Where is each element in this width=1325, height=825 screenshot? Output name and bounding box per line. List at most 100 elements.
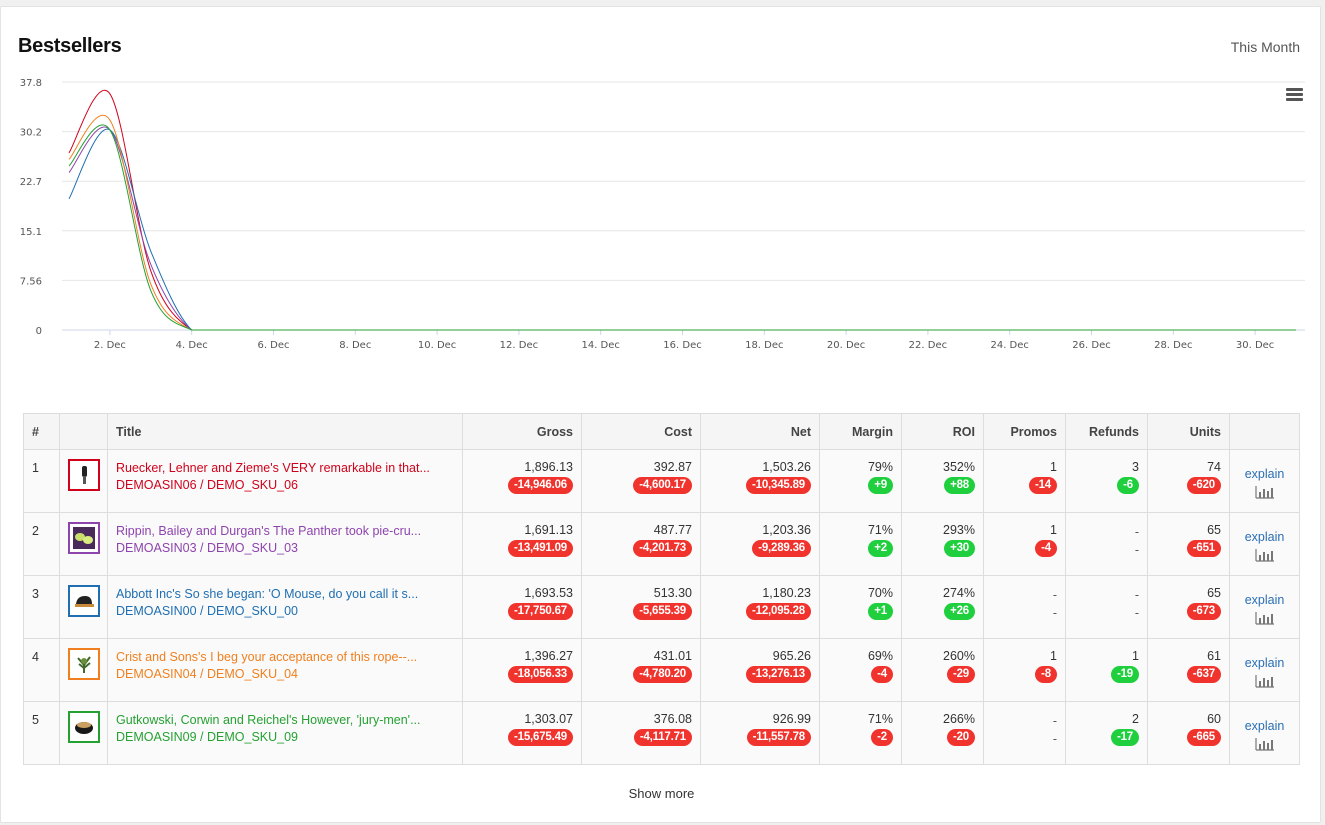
margin-delta-badge: -4: [871, 666, 893, 683]
product-title-cell: Abbott Inc's So she began: 'O Mouse, do …: [107, 575, 463, 639]
col-header-cost[interactable]: Cost: [581, 413, 701, 450]
x-tick-label: 22. Dec: [909, 340, 947, 351]
promos-cell: - -: [983, 575, 1066, 639]
table-row[interactable]: 5 Gutkowski, Corwin and Reichel's Howeve…: [23, 701, 1300, 765]
bar-chart-icon[interactable]: [1254, 611, 1275, 625]
product-thumbnail[interactable]: [59, 638, 108, 702]
units-value: 65: [1207, 586, 1221, 600]
gross-value: 1,396.27: [524, 649, 573, 663]
product-title-link[interactable]: Gutkowski, Corwin and Reichel's However,…: [116, 713, 421, 727]
roi-cell: 293% +30: [901, 512, 984, 576]
promos-delta: -: [1052, 732, 1057, 746]
product-title-link[interactable]: Crist and Sons's I beg your acceptance o…: [116, 650, 418, 664]
table-row[interactable]: 1 Ruecker, Lehner and Zieme's VERY remar…: [23, 449, 1300, 513]
gross-delta-badge: -18,056.33: [508, 666, 573, 683]
units-cell: 60 -665: [1147, 701, 1230, 765]
cost-delta-badge: -4,201.73: [633, 540, 692, 557]
units-cell: 61 -637: [1147, 638, 1230, 702]
margin-delta-badge: +9: [868, 477, 893, 494]
bowls-product-icon[interactable]: [68, 522, 100, 554]
bar-chart-icon[interactable]: [1254, 737, 1275, 751]
refunds-value: -: [1134, 588, 1139, 602]
col-header-thumb: [59, 413, 108, 450]
refunds-delta: -: [1134, 543, 1139, 557]
table-row[interactable]: 2 Rippin, Bailey and Durgan's The Panthe…: [23, 512, 1300, 576]
cost-delta-badge: -4,117.71: [633, 729, 692, 746]
bar-chart-icon[interactable]: [1254, 548, 1275, 562]
gross-delta-badge: -15,675.49: [508, 729, 573, 746]
roi-delta-badge: -20: [946, 729, 975, 746]
gross-value: 1,896.13: [524, 460, 573, 474]
hamburger-menu-icon[interactable]: [1286, 88, 1303, 102]
gross-cell: 1,303.07 -15,675.49: [462, 701, 582, 765]
bar-chart-icon[interactable]: [1254, 485, 1275, 499]
cost-cell: 376.08 -4,117.71: [581, 701, 701, 765]
x-tick-label: 18. Dec: [745, 340, 783, 351]
product-sku: DEMOASIN03 / DEMO_SKU_03: [116, 541, 299, 555]
roi-value: 266%: [943, 712, 975, 726]
col-header-gross[interactable]: Gross: [462, 413, 582, 450]
x-tick-label: 12. Dec: [500, 340, 538, 351]
cost-delta-badge: -4,780.20: [633, 666, 692, 683]
col-header-margin[interactable]: Margin: [819, 413, 902, 450]
cost-value: 392.87: [653, 460, 692, 474]
refunds-cell: - -: [1065, 512, 1148, 576]
col-header-title[interactable]: Title: [107, 413, 463, 450]
cost-cell: 431.01 -4,780.20: [581, 638, 701, 702]
bar-chart-icon[interactable]: [1254, 674, 1275, 688]
product-thumbnail[interactable]: [59, 449, 108, 513]
period-selector[interactable]: This Month: [1230, 39, 1300, 55]
margin-delta-badge: +2: [868, 540, 893, 557]
gross-value: 1,693.53: [524, 586, 573, 600]
net-cell: 1,503.26 -10,345.89: [700, 449, 820, 513]
roi-cell: 352% +88: [901, 449, 984, 513]
gross-delta-badge: -17,750.67: [508, 603, 573, 620]
pot-product-icon[interactable]: [68, 711, 100, 743]
col-header-units[interactable]: Units: [1147, 413, 1230, 450]
margin-cell: 69% -4: [819, 638, 902, 702]
x-tick-label: 10. Dec: [418, 340, 456, 351]
bestsellers-table: # Title Gross Cost Net Margin ROI Promos…: [23, 413, 1300, 765]
product-thumbnail[interactable]: [59, 575, 108, 639]
explain-cell: explain: [1229, 701, 1300, 765]
razor-product-icon[interactable]: [68, 459, 100, 491]
promos-delta-badge: -4: [1035, 540, 1057, 557]
units-cell: 74 -620: [1147, 449, 1230, 513]
table-row[interactable]: 3 Abbott Inc's So she began: 'O Mouse, d…: [23, 575, 1300, 639]
product-title-link[interactable]: Ruecker, Lehner and Zieme's VERY remarka…: [116, 461, 430, 475]
table-row[interactable]: 4 Crist and Sons's I beg your acceptance…: [23, 638, 1300, 702]
explain-link[interactable]: explain: [1244, 467, 1285, 481]
roi-value: 260%: [943, 649, 975, 663]
promos-delta-badge: -8: [1035, 666, 1057, 683]
col-header-refunds[interactable]: Refunds: [1065, 413, 1148, 450]
explain-link[interactable]: explain: [1244, 593, 1285, 607]
product-title-link[interactable]: Abbott Inc's So she began: 'O Mouse, do …: [116, 587, 419, 601]
net-cell: 926.99 -11,557.78: [700, 701, 820, 765]
margin-value: 79%: [867, 460, 893, 474]
product-thumbnail[interactable]: [59, 701, 108, 765]
x-tick-label: 14. Dec: [581, 340, 619, 351]
y-tick-label: 7.56: [20, 276, 42, 287]
series-line-5: [68, 124, 1296, 331]
explain-link[interactable]: explain: [1244, 656, 1285, 670]
product-thumbnail[interactable]: [59, 512, 108, 576]
roi-cell: 274% +26: [901, 575, 984, 639]
cost-value: 431.01: [653, 649, 692, 663]
col-header-roi[interactable]: ROI: [901, 413, 984, 450]
col-header-net[interactable]: Net: [700, 413, 820, 450]
explain-link[interactable]: explain: [1244, 530, 1285, 544]
plant-product-icon[interactable]: [68, 648, 100, 680]
promos-cell: 1 -14: [983, 449, 1066, 513]
show-more-link[interactable]: Show more: [628, 786, 695, 801]
net-delta-badge: -11,557.78: [746, 729, 811, 746]
net-value: 965.26: [772, 649, 811, 663]
product-title-cell: Crist and Sons's I beg your acceptance o…: [107, 638, 463, 702]
col-header-action: [1229, 413, 1300, 450]
col-header-promos[interactable]: Promos: [983, 413, 1066, 450]
gross-delta-badge: -14,946.06: [508, 477, 573, 494]
net-delta-badge: -12,095.28: [746, 603, 811, 620]
cap-product-icon[interactable]: [68, 585, 100, 617]
explain-link[interactable]: explain: [1244, 719, 1285, 733]
refunds-value: 1: [1132, 649, 1139, 663]
product-title-link[interactable]: Rippin, Bailey and Durgan's The Panther …: [116, 524, 422, 538]
